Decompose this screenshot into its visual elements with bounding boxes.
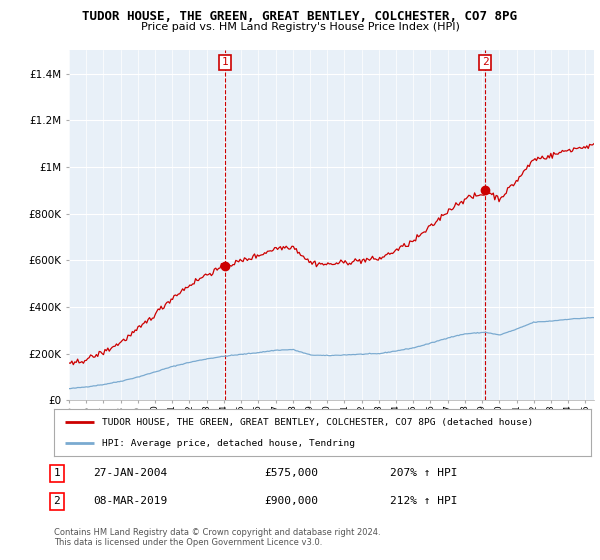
- Text: 2: 2: [53, 496, 61, 506]
- Text: 212% ↑ HPI: 212% ↑ HPI: [390, 496, 458, 506]
- Text: This data is licensed under the Open Government Licence v3.0.: This data is licensed under the Open Gov…: [54, 538, 322, 547]
- Text: 27-JAN-2004: 27-JAN-2004: [93, 468, 167, 478]
- Text: 1: 1: [222, 58, 229, 67]
- Text: 1: 1: [53, 468, 61, 478]
- Text: Price paid vs. HM Land Registry's House Price Index (HPI): Price paid vs. HM Land Registry's House …: [140, 22, 460, 32]
- Text: TUDOR HOUSE, THE GREEN, GREAT BENTLEY, COLCHESTER, CO7 8PG (detached house): TUDOR HOUSE, THE GREEN, GREAT BENTLEY, C…: [103, 418, 533, 427]
- Text: 08-MAR-2019: 08-MAR-2019: [93, 496, 167, 506]
- Text: £575,000: £575,000: [264, 468, 318, 478]
- Text: HPI: Average price, detached house, Tendring: HPI: Average price, detached house, Tend…: [103, 438, 355, 447]
- Text: 2: 2: [482, 58, 488, 67]
- Text: 207% ↑ HPI: 207% ↑ HPI: [390, 468, 458, 478]
- Text: TUDOR HOUSE, THE GREEN, GREAT BENTLEY, COLCHESTER, CO7 8PG: TUDOR HOUSE, THE GREEN, GREAT BENTLEY, C…: [83, 10, 517, 23]
- Text: £900,000: £900,000: [264, 496, 318, 506]
- Text: Contains HM Land Registry data © Crown copyright and database right 2024.: Contains HM Land Registry data © Crown c…: [54, 528, 380, 536]
